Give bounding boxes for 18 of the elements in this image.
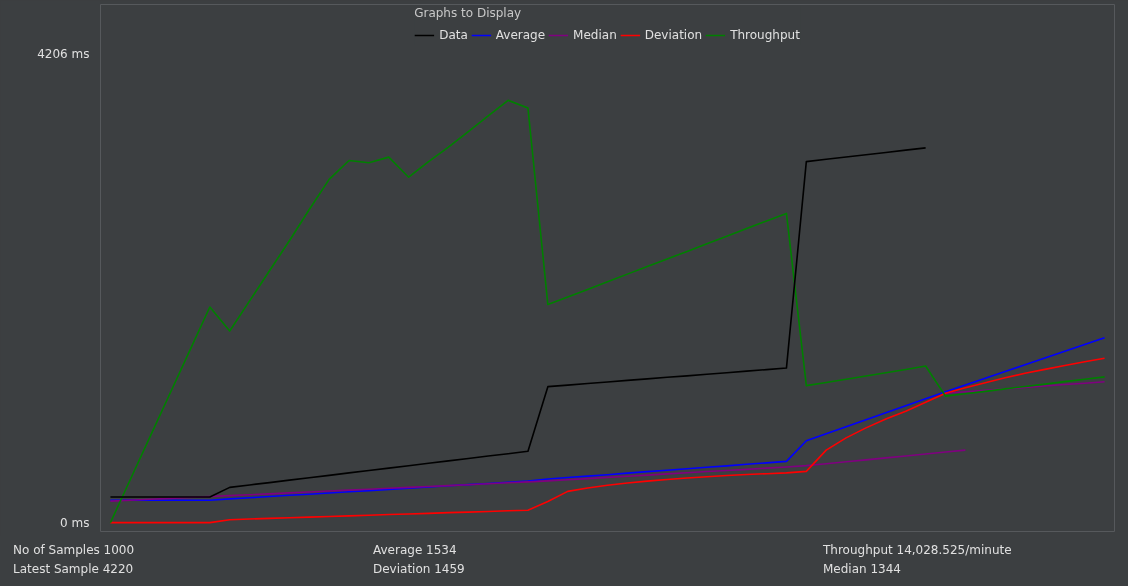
legend-title: Graphs to Display <box>414 6 523 20</box>
legend-label: Median <box>573 28 617 42</box>
line-series <box>109 449 967 502</box>
legend-label: Data <box>439 28 468 42</box>
legend-label: Average <box>495 28 546 42</box>
legend-label: Throughput <box>730 28 800 42</box>
line-series <box>109 99 1106 524</box>
line-series <box>109 147 927 498</box>
text: Latest Sample 4220 <box>13 561 135 579</box>
text: No of Samples 1000 <box>13 542 136 559</box>
text: Deviation 1459 <box>373 561 466 579</box>
text: Median 1344 <box>823 561 902 579</box>
y-tick-label: 0 ms <box>60 515 90 530</box>
legend-label: Deviation <box>644 28 703 42</box>
y-tick-label: 4206 ms <box>37 46 90 61</box>
text: Throughput 14,028.525/minute <box>823 542 1013 559</box>
line-series <box>109 357 1106 524</box>
text: Average 1534 <box>373 542 458 559</box>
